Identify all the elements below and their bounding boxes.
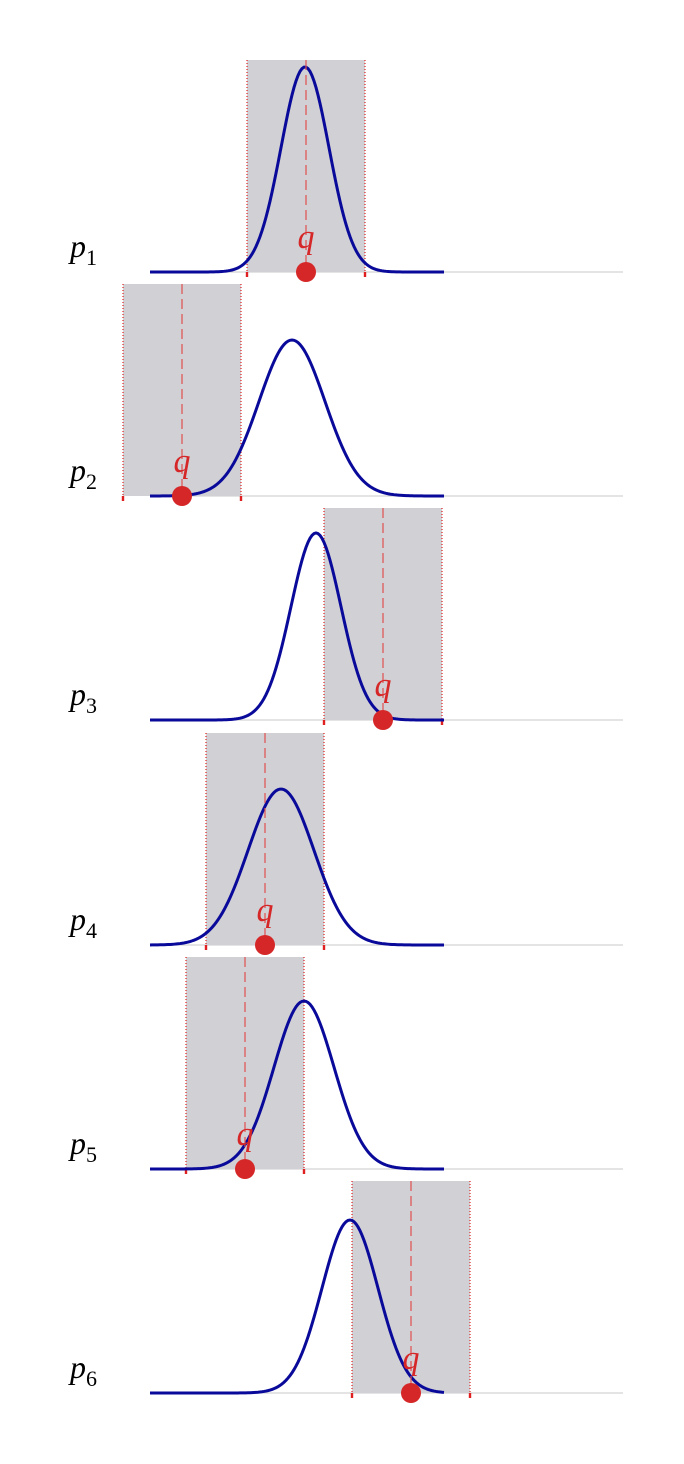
window-tick [440, 720, 444, 725]
window-tick [322, 720, 326, 725]
query-label: q [257, 892, 274, 929]
window-tick [239, 496, 243, 501]
label-sub: 3 [86, 693, 97, 718]
label-base: p [68, 676, 86, 712]
density-curve [150, 1218, 445, 1395]
density-curve [149, 787, 444, 947]
window-tick [121, 496, 125, 501]
query-label: q [375, 667, 392, 704]
window-tick [350, 1393, 354, 1398]
query-label: q [403, 1340, 420, 1377]
panel-label: p2 [68, 452, 97, 494]
panel: q p6 [68, 1181, 623, 1403]
query-point [235, 1159, 255, 1179]
density-curve [150, 531, 444, 722]
density-curve [150, 65, 444, 274]
panel-label: p1 [68, 228, 97, 270]
label-sub: 6 [86, 1366, 97, 1391]
panel: q p2 [68, 284, 623, 506]
label-base: p [68, 228, 86, 264]
panel-label: p4 [68, 901, 97, 943]
label-base: p [68, 901, 86, 937]
query-point [255, 935, 275, 955]
panel-label: p6 [68, 1349, 97, 1391]
window-tick [322, 945, 326, 950]
density-curve [149, 338, 445, 498]
panel: q p4 [68, 733, 623, 955]
window-tick [468, 1393, 472, 1398]
label-base: p [68, 452, 86, 488]
density-curve [150, 999, 444, 1171]
label-sub: 1 [86, 245, 97, 270]
panel-label: p3 [68, 676, 97, 718]
window-tick [204, 945, 208, 950]
query-point [296, 262, 316, 282]
window-tick [184, 1169, 188, 1174]
label-base: p [68, 1349, 86, 1385]
panel: q p1 [68, 60, 623, 282]
query-label: q [174, 443, 191, 480]
query-point [172, 486, 192, 506]
window-tick [363, 272, 367, 277]
label-sub: 4 [86, 918, 97, 943]
panel-label: p5 [68, 1125, 97, 1167]
query-label: q [298, 219, 315, 256]
panel: q p5 [68, 957, 623, 1179]
panel: q p3 [68, 508, 623, 730]
query-point [401, 1383, 421, 1403]
query-label: q [237, 1116, 254, 1153]
label-sub: 2 [86, 469, 97, 494]
label-sub: 5 [86, 1142, 97, 1167]
query-point [373, 710, 393, 730]
label-base: p [68, 1125, 86, 1161]
window-tick [245, 272, 249, 277]
window-tick [302, 1169, 306, 1174]
